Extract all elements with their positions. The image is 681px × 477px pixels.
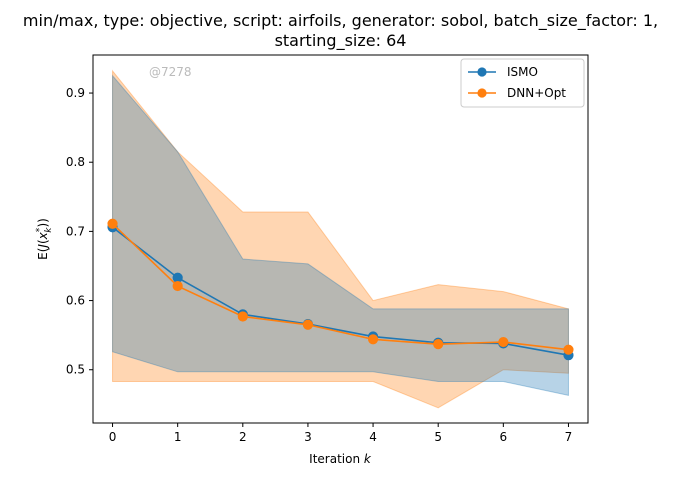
legend-label-dnn-opt: DNN+Opt [507, 86, 566, 100]
chart-title-line-1: min/max, type: objective, script: airfoi… [23, 11, 658, 31]
y-axis-label: E(J(x*k)) [35, 218, 54, 260]
point-dnn-opt [107, 218, 118, 229]
x-tick-label: 3 [304, 430, 312, 444]
point-dnn-opt [302, 319, 314, 330]
error-bands [112, 69, 569, 409]
legend-marker-dnn-opt [477, 88, 487, 98]
band-ismo [112, 74, 569, 396]
y-tick-label: 0.7 [66, 224, 85, 238]
watermark: @7278 [149, 65, 192, 79]
x-tick-label: 1 [174, 430, 182, 444]
x-tick-label: 5 [434, 430, 442, 444]
band-dnn-opt [112, 69, 569, 409]
x-axis-label: Iteration k [309, 452, 372, 466]
series-line-dnn-opt [111, 223, 569, 351]
y-tick-label: 0.9 [66, 86, 85, 100]
point-dnn-opt [237, 311, 248, 322]
point-dnn-opt [433, 339, 444, 350]
x-tick-label: 7 [565, 430, 573, 444]
point-dnn-opt [367, 334, 379, 345]
y-tick-label: 0.6 [66, 294, 85, 308]
y-axis-ticks: 0.5 0.6 0.7 0.8 0.9 [66, 86, 93, 377]
series-lines [107, 218, 574, 361]
x-tick-label: 2 [239, 430, 247, 444]
x-tick-label: 4 [369, 430, 377, 444]
x-axis-ticks: 0 1 2 3 4 5 6 7 [109, 423, 573, 444]
point-dnn-opt [172, 280, 183, 292]
y-tick-label: 0.8 [66, 155, 85, 169]
series-line-ismo [112, 226, 569, 356]
chart-title-line-2: starting_size: 64 [275, 31, 407, 51]
legend-label-ismo: ISMO [507, 65, 538, 79]
legend: ISMO DNN+Opt [460, 58, 585, 108]
legend-box [460, 58, 585, 108]
point-dnn-opt [563, 344, 574, 355]
x-tick-label: 0 [109, 430, 117, 444]
plot-frame [92, 54, 589, 424]
legend-marker-ismo [477, 67, 487, 77]
point-dnn-opt [498, 336, 509, 348]
x-tick-label: 6 [500, 430, 508, 444]
y-tick-label: 0.5 [66, 363, 85, 377]
